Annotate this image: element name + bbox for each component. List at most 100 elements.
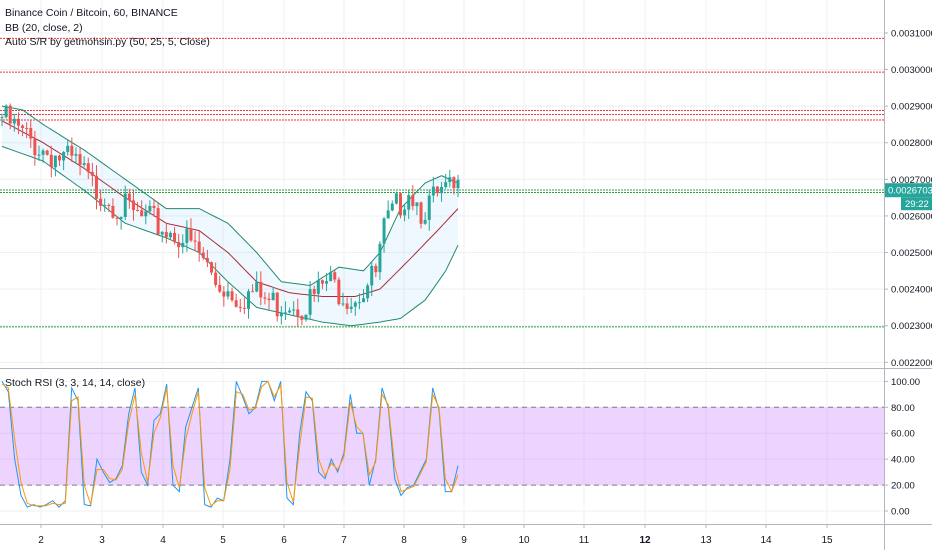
candle-body	[312, 289, 316, 294]
stoch-rsi-d-line	[1, 380, 459, 507]
candle-body	[82, 163, 86, 165]
last-price-label: 0.0026703	[888, 186, 932, 197]
candle-body	[386, 210, 390, 219]
y-tick-label: 0.0023000	[891, 321, 932, 332]
candle-body	[456, 179, 460, 189]
candle-body	[370, 265, 374, 286]
candle-body	[444, 182, 448, 187]
candle-body	[316, 280, 320, 294]
candle-body	[320, 280, 324, 284]
candle-body	[329, 272, 333, 282]
candle-body	[362, 298, 366, 303]
candle-body	[66, 145, 70, 152]
candle-body	[238, 306, 242, 308]
candle-body	[140, 210, 144, 217]
candle-body	[160, 231, 164, 235]
candle-body	[156, 208, 160, 235]
y-tick-label: 0.0030000	[891, 65, 932, 76]
x-tick-label: 12	[639, 535, 651, 546]
candle-body	[111, 205, 115, 218]
candle-body	[115, 217, 119, 219]
y-tick-label: 0.0029000	[891, 102, 932, 113]
x-tick-label: 2	[38, 535, 44, 546]
candle-body	[210, 262, 214, 273]
x-tick-label: 13	[700, 535, 712, 546]
y-tick-label: 20.00	[891, 481, 915, 492]
candle-body	[168, 232, 172, 238]
candle-body	[136, 210, 140, 212]
candle-body	[185, 228, 189, 243]
candle-body	[345, 303, 349, 309]
bb-legend: BB (20, close, 2)	[5, 22, 83, 34]
y-tick-label: 80.00	[891, 403, 915, 414]
candle-body	[308, 289, 312, 315]
candle-body	[226, 291, 230, 297]
candle-body	[419, 202, 423, 224]
bollinger-lower-line	[1, 145, 459, 327]
x-tick-label: 14	[760, 535, 772, 546]
candle-body	[411, 195, 415, 207]
candle-body	[119, 216, 123, 219]
candle-body	[341, 303, 345, 305]
candle-body	[164, 231, 168, 238]
candle-body	[431, 186, 435, 196]
y-tick-label: 0.0022000	[891, 358, 932, 369]
chart-title: Binance Coin / Bitcoin, 60, BINANCE	[5, 7, 178, 19]
candle-body	[452, 177, 456, 189]
candle-body	[70, 145, 74, 156]
candle-body	[300, 316, 304, 320]
candle-body	[74, 154, 78, 156]
candle-body	[357, 302, 361, 304]
candle-body	[41, 150, 45, 155]
x-tick-label: 10	[518, 535, 530, 546]
candle-body	[21, 125, 25, 128]
candle-body	[45, 150, 49, 155]
y-tick-label: 0.0024000	[891, 285, 932, 296]
candle-body	[103, 205, 107, 207]
candle-body	[296, 309, 300, 317]
y-tick-label: 60.00	[891, 429, 915, 440]
candle-body	[78, 154, 82, 165]
candle-body	[152, 205, 156, 209]
candle-body	[390, 203, 394, 211]
candle-body	[90, 172, 94, 176]
candle-body	[201, 252, 205, 258]
candle-body	[193, 240, 197, 242]
candle-body	[8, 105, 12, 124]
y-tick-label: 0.0026000	[891, 211, 932, 222]
last-price-badge	[885, 183, 932, 198]
candle-body	[25, 127, 29, 129]
y-tick-label: 0.00	[891, 507, 910, 518]
candle-body	[177, 242, 181, 248]
countdown-badge	[901, 197, 932, 211]
candle-body	[427, 195, 431, 220]
candle-body	[214, 272, 218, 285]
candle-body	[205, 257, 209, 263]
candle-body	[374, 265, 378, 273]
x-tick-label: 8	[401, 535, 407, 546]
x-tick-label: 5	[220, 535, 226, 546]
candle-body	[33, 138, 37, 156]
candle-body	[94, 175, 98, 199]
x-tick-label: 3	[99, 535, 105, 546]
candle-body	[144, 211, 148, 217]
candle-body	[251, 291, 255, 293]
candle-body	[86, 163, 90, 173]
candle-body	[349, 306, 353, 309]
x-tick-label: 11	[579, 535, 590, 546]
candle-body	[440, 186, 444, 194]
x-tick-label: 4	[160, 535, 166, 546]
candle-body	[107, 205, 111, 207]
candle-body	[197, 241, 201, 253]
candle-body	[131, 200, 135, 211]
y-tick-label: 100.00	[891, 377, 920, 388]
candle-body	[123, 193, 127, 217]
candle-body	[49, 154, 53, 168]
candle-body	[333, 272, 337, 280]
candle-body	[189, 228, 193, 241]
candle-body	[435, 186, 439, 194]
candle-body	[259, 281, 263, 298]
candle-body	[304, 314, 308, 320]
